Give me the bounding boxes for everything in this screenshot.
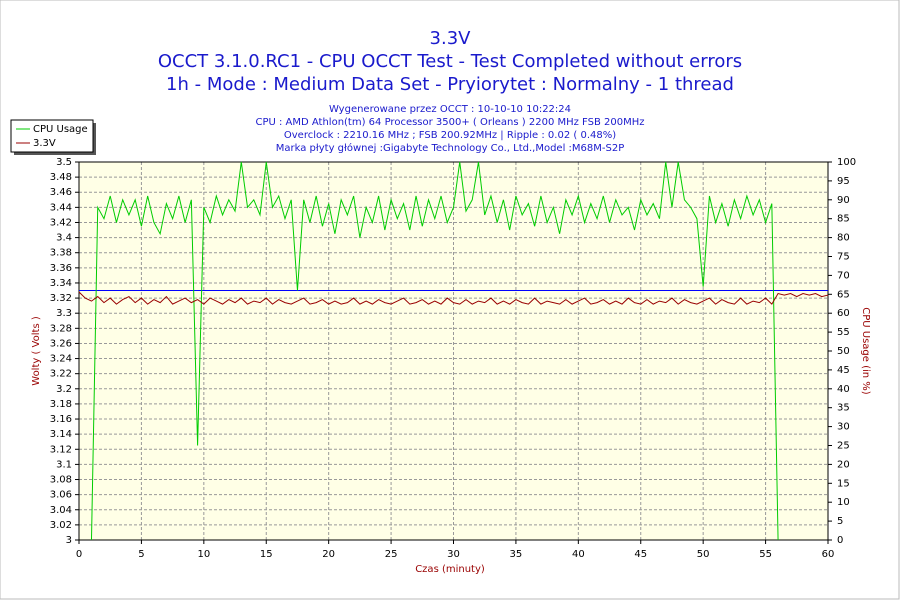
x-tick-label: 50 <box>697 549 710 560</box>
plot-border <box>78 161 829 541</box>
y2-tick-label: 60 <box>837 308 850 319</box>
y-tick-label: 3.38 <box>50 248 72 259</box>
y2-tick-label: 35 <box>837 403 850 414</box>
y2-tick-label: 25 <box>837 441 850 452</box>
legend-label: 3.3V <box>33 138 56 149</box>
info: CPU : AMD Athlon(tm) 64 Processor 3500+ … <box>255 117 644 128</box>
y-tick-label: 3.36 <box>50 263 72 274</box>
x-tick-label: 55 <box>759 549 772 560</box>
y-tick-label: 3.32 <box>50 293 72 304</box>
subtitle: OCCT 3.1.0.RC1 - CPU OCCT Test - Test Co… <box>158 51 742 72</box>
x-tick-label: 40 <box>572 549 585 560</box>
y-tick-label: 3.3 <box>56 308 72 319</box>
info: Overclock : 2210.16 MHz ; FSB 200.92MHz … <box>284 130 616 141</box>
info: Wygenerowane przez OCCT : 10-10-10 10:22… <box>329 104 571 115</box>
y2-tick-label: 90 <box>837 195 850 206</box>
y-tick-label: 3.14 <box>50 429 72 440</box>
series-line <box>90 161 779 541</box>
x-tick-label: 45 <box>634 549 647 560</box>
y2-tick-label: 40 <box>837 384 850 395</box>
y2-tick-label: 30 <box>837 422 850 433</box>
x-tick-label: 15 <box>260 549 273 560</box>
x-tick-label: 0 <box>76 549 82 560</box>
x-tick-label: 35 <box>510 549 523 560</box>
y-tick-label: 3.22 <box>50 369 72 380</box>
y2-tick-label: 15 <box>837 478 850 489</box>
chart-title: 3.3V <box>430 28 472 49</box>
y-tick-label: 3.34 <box>50 278 72 289</box>
y2-tick-label: 5 <box>837 516 843 527</box>
y-tick-label: 3.28 <box>50 323 72 334</box>
y-tick-label: 3 <box>66 535 72 546</box>
y2-tick-label: 45 <box>837 365 850 376</box>
y-tick-label: 3.2 <box>56 384 72 395</box>
y-axis-label: Wolty ( Volts ) <box>31 316 42 386</box>
y2-tick-label: 85 <box>837 214 850 225</box>
legend <box>10 119 94 153</box>
y-tick-label: 3.26 <box>50 338 72 349</box>
y-tick-label: 3.06 <box>50 490 72 501</box>
subtitle: 1h - Mode : Medium Data Set - Pryiorytet… <box>166 74 734 95</box>
y-tick-label: 3.48 <box>50 172 72 183</box>
x-tick-label: 25 <box>385 549 398 560</box>
y2-axis-label: CPU Usage (in %) <box>860 307 871 395</box>
y2-tick-label: 55 <box>837 327 850 338</box>
y2-tick-label: 100 <box>837 157 856 168</box>
y2-tick-label: 20 <box>837 459 850 470</box>
x-tick-label: 5 <box>138 549 144 560</box>
y2-tick-label: 80 <box>837 233 850 244</box>
x-tick-label: 20 <box>322 549 335 560</box>
y-tick-label: 3.18 <box>50 399 72 410</box>
series-line <box>78 291 829 305</box>
y2-tick-label: 75 <box>837 252 850 263</box>
y-tick-label: 3.12 <box>50 444 72 455</box>
y2-tick-label: 10 <box>837 497 850 508</box>
y2-tick-label: 70 <box>837 270 850 281</box>
info: Marka płyty głównej :Gigabyte Technology… <box>276 142 625 154</box>
legend-label: CPU Usage <box>33 124 88 135</box>
y2-tick-label: 50 <box>837 346 850 357</box>
y-tick-label: 3.42 <box>50 217 72 228</box>
x-tick-label: 30 <box>447 549 460 560</box>
y-tick-label: 3.1 <box>56 459 72 470</box>
y2-tick-label: 0 <box>837 535 843 546</box>
x-axis-label: Czas (minuty) <box>415 564 485 575</box>
y2-tick-label: 65 <box>837 289 850 300</box>
y-tick-label: 3.04 <box>50 505 72 516</box>
y-tick-label: 3.16 <box>50 414 72 425</box>
y-tick-label: 3.44 <box>50 202 72 213</box>
y-tick-label: 3.46 <box>50 187 72 198</box>
y-tick-label: 3.5 <box>56 157 72 168</box>
x-tick-label: 60 <box>822 549 835 560</box>
y2-tick-label: 95 <box>837 176 850 187</box>
y-tick-label: 3.08 <box>50 475 72 486</box>
y-tick-label: 3.02 <box>50 520 72 531</box>
x-tick-label: 10 <box>197 549 210 560</box>
y-tick-label: 3.24 <box>50 354 72 365</box>
y-tick-label: 3.4 <box>56 233 72 244</box>
